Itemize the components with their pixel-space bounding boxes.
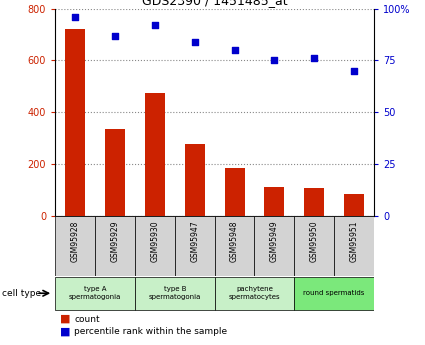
Text: GSM95950: GSM95950 xyxy=(310,220,319,262)
Bar xyxy=(294,216,334,276)
Point xyxy=(351,68,357,73)
Text: ■: ■ xyxy=(60,326,70,336)
Text: GSM95929: GSM95929 xyxy=(110,220,119,262)
Point xyxy=(271,58,278,63)
Text: GSM95949: GSM95949 xyxy=(270,220,279,262)
Bar xyxy=(145,93,165,216)
Text: percentile rank within the sample: percentile rank within the sample xyxy=(74,327,227,336)
Point xyxy=(311,56,317,61)
Bar xyxy=(215,277,294,310)
Bar xyxy=(135,216,175,276)
Text: GSM95947: GSM95947 xyxy=(190,220,199,262)
Text: count: count xyxy=(74,315,100,324)
Text: round spermatids: round spermatids xyxy=(303,290,365,296)
Bar xyxy=(255,216,294,276)
Text: GSM95948: GSM95948 xyxy=(230,220,239,262)
Bar xyxy=(105,129,125,216)
Text: cell type: cell type xyxy=(2,289,41,298)
Text: GSM95928: GSM95928 xyxy=(71,220,79,262)
Bar xyxy=(334,216,374,276)
Title: GDS2390 / 1451485_at: GDS2390 / 1451485_at xyxy=(142,0,287,8)
Bar xyxy=(135,277,215,310)
Point xyxy=(231,47,238,53)
Point xyxy=(151,22,158,28)
Bar xyxy=(344,194,364,216)
Bar xyxy=(65,29,85,216)
Text: pachytene
spermatocytes: pachytene spermatocytes xyxy=(229,286,280,300)
Bar xyxy=(304,188,324,216)
Point xyxy=(72,14,79,20)
Text: GSM95951: GSM95951 xyxy=(350,220,359,262)
Bar xyxy=(294,277,374,310)
Bar xyxy=(55,216,95,276)
Bar xyxy=(264,187,284,216)
Bar xyxy=(185,145,205,216)
Bar xyxy=(175,216,215,276)
Text: type B
spermatogonia: type B spermatogonia xyxy=(149,286,201,300)
Point xyxy=(191,39,198,45)
Text: ■: ■ xyxy=(60,314,70,324)
Bar xyxy=(55,277,135,310)
Text: GSM95930: GSM95930 xyxy=(150,220,159,262)
Bar xyxy=(95,216,135,276)
Point xyxy=(112,33,119,38)
Text: type A
spermatogonia: type A spermatogonia xyxy=(69,286,121,300)
Bar xyxy=(215,216,255,276)
Bar xyxy=(224,168,244,216)
